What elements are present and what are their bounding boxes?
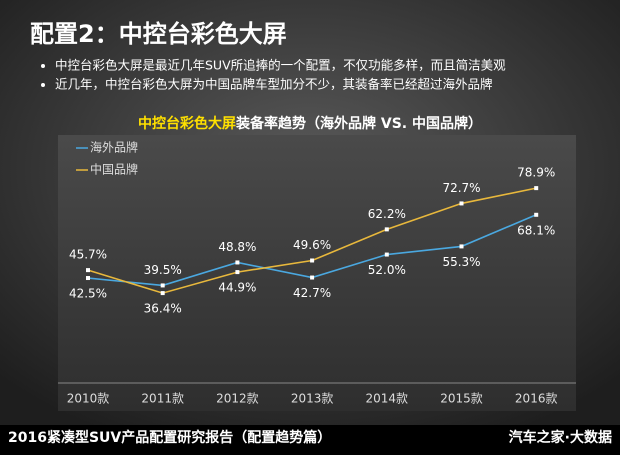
bullet: 中控台彩色大屏是最近几年SUV所追捧的一个配置，不仅功能多样，而且简洁美观 [55, 58, 506, 73]
bullet: 近几年，中控台彩色大屏为中国品牌车型加分不少，其装备率已经超过海外品牌 [55, 77, 493, 92]
legend-label: 海外品牌 [90, 140, 138, 155]
data-label: 68.1% [517, 223, 555, 237]
point [235, 260, 240, 265]
x-tick-label: 2016款 [515, 392, 558, 406]
legend-label: 中国品牌 [90, 162, 138, 177]
bullet-dot [41, 64, 45, 68]
chart-title-rest: 装备率趋势（海外品牌 VS. 中国品牌） [235, 115, 482, 132]
point [86, 268, 90, 273]
footer-right: 汽车之家·大数据 [509, 429, 612, 446]
x-tick-label: 2012款 [216, 392, 259, 406]
data-label: 44.9% [218, 281, 256, 295]
data-label: 52.0% [368, 263, 406, 277]
data-label: 49.6% [293, 238, 331, 252]
data-label: 48.8% [218, 240, 256, 254]
point [534, 186, 539, 191]
chart: 2010款 2011款 2012款 2013款 2014款 2015款 2016款 海外品牌 4… [67, 140, 558, 406]
x-tick-label: 2014款 [366, 392, 409, 406]
point [310, 275, 315, 280]
slide-title: 配置2：中控台彩色大屏 [30, 20, 287, 48]
x-tick-label: 2011款 [141, 392, 184, 406]
x-tick-label: 2013款 [291, 392, 334, 406]
x-tick-label: 2010款 [67, 392, 110, 406]
plot-area [58, 135, 576, 411]
data-label: 36.4% [144, 302, 182, 316]
point [160, 291, 165, 296]
point [310, 258, 315, 263]
data-label: 55.3% [442, 255, 480, 269]
footer-left: 2016紧凑型SUV产品配置研究报告（配置趋势篇） [8, 429, 331, 446]
point [459, 244, 464, 249]
point [534, 212, 539, 217]
point [160, 283, 165, 288]
point [384, 227, 389, 232]
data-label: 62.2% [368, 207, 406, 221]
point [235, 270, 240, 275]
data-label: 72.7% [442, 181, 480, 195]
footer-bar [0, 425, 620, 451]
point [86, 276, 90, 281]
x-tick-label: 2015款 [440, 392, 483, 406]
data-label: 42.5% [69, 287, 107, 301]
bullet-dot [41, 83, 45, 87]
chart-title: 中控台彩色大屏装备率趋势（海外品牌 VS. 中国品牌） [138, 115, 482, 132]
point [384, 252, 389, 257]
data-label: 45.7% [69, 248, 107, 262]
data-label: 39.5% [144, 263, 182, 277]
data-label: 42.7% [293, 286, 331, 300]
chart-title-highlight: 中控台彩色大屏 [138, 115, 236, 132]
point [459, 201, 464, 206]
data-label: 78.9% [517, 166, 555, 180]
